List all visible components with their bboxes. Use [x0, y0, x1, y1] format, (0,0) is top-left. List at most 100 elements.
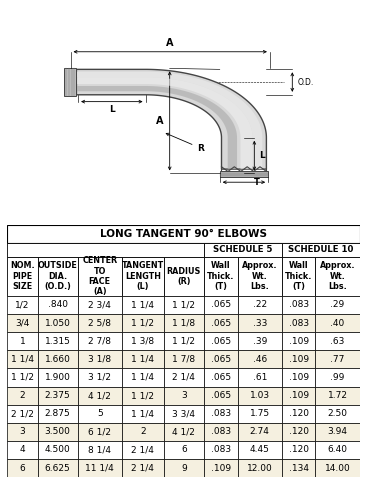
Text: .22: .22 [252, 300, 267, 309]
Text: .77: .77 [330, 355, 345, 364]
Text: .065: .065 [211, 355, 231, 364]
Bar [204, 314, 237, 332]
Text: .083: .083 [288, 300, 309, 309]
Text: 3 1/8: 3 1/8 [88, 355, 111, 364]
Text: .61: .61 [252, 373, 267, 382]
Text: 6.40: 6.40 [328, 445, 348, 455]
Bar [282, 387, 316, 405]
Text: 1 1/2: 1 1/2 [131, 319, 155, 328]
Text: 2 3/4: 2 3/4 [88, 300, 111, 309]
Bar [237, 368, 282, 387]
Bar [78, 332, 122, 350]
Bar [7, 296, 38, 314]
Text: 2 1/4: 2 1/4 [131, 445, 154, 455]
Bar [38, 423, 78, 441]
Bar [164, 350, 204, 368]
Bar [122, 405, 164, 423]
Text: 1 1/4: 1 1/4 [131, 355, 155, 364]
Text: .840: .840 [48, 300, 68, 309]
Text: 2 7/8: 2 7/8 [88, 337, 111, 346]
Text: 1.03: 1.03 [250, 391, 270, 400]
Bar [237, 405, 282, 423]
Text: 1.660: 1.660 [45, 355, 70, 364]
Bar [38, 350, 78, 368]
Polygon shape [76, 86, 237, 169]
Text: 1 7/8: 1 7/8 [172, 355, 196, 364]
Bar [38, 441, 78, 459]
Bar [7, 332, 38, 350]
Bar [237, 387, 282, 405]
Bar [7, 405, 38, 423]
Bar [7, 257, 38, 296]
Text: .065: .065 [211, 391, 231, 400]
Text: SCHEDULE 10: SCHEDULE 10 [288, 245, 353, 254]
Text: 1 1/4: 1 1/4 [131, 300, 155, 309]
Text: .40: .40 [330, 319, 345, 328]
Bar [7, 459, 38, 477]
Text: 3 1/2: 3 1/2 [88, 373, 111, 382]
Bar [7, 225, 360, 243]
Bar [122, 314, 164, 332]
Bar [122, 368, 164, 387]
Text: L: L [109, 105, 115, 114]
Text: 3.94: 3.94 [328, 428, 348, 436]
Text: 5: 5 [97, 409, 103, 418]
Bar [164, 387, 204, 405]
Text: .065: .065 [211, 373, 231, 382]
Bar [78, 368, 122, 387]
Bar [237, 441, 282, 459]
Bar [237, 350, 282, 368]
Bar [164, 257, 204, 296]
Text: 3 3/4: 3 3/4 [172, 409, 195, 418]
Bar [164, 332, 204, 350]
Bar [122, 459, 164, 477]
Text: 1.900: 1.900 [45, 373, 70, 382]
Bar [78, 405, 122, 423]
Bar [237, 459, 282, 477]
Bar [164, 459, 204, 477]
Text: 1 1/2: 1 1/2 [11, 373, 34, 382]
Bar [282, 405, 316, 423]
Text: 6: 6 [19, 464, 25, 473]
Bar [7, 441, 38, 459]
Text: .109: .109 [288, 337, 309, 346]
Text: 4 1/2: 4 1/2 [88, 391, 111, 400]
Bar [237, 332, 282, 350]
Bar [78, 423, 122, 441]
Text: 12.00: 12.00 [247, 464, 273, 473]
Bar [316, 423, 360, 441]
Text: 1 1/4: 1 1/4 [131, 373, 155, 382]
Text: .109: .109 [288, 391, 309, 400]
Text: 1 1/4: 1 1/4 [11, 355, 34, 364]
Text: 2 1/4: 2 1/4 [131, 464, 154, 473]
Bar [316, 314, 360, 332]
Polygon shape [76, 72, 262, 169]
Bar [122, 332, 164, 350]
Text: A: A [167, 38, 174, 48]
Bar [164, 296, 204, 314]
Bar [164, 423, 204, 441]
Text: .083: .083 [211, 445, 231, 455]
Bar [220, 172, 268, 177]
Bar [282, 314, 316, 332]
Bar [38, 368, 78, 387]
Bar [316, 350, 360, 368]
Bar [122, 296, 164, 314]
Bar [282, 257, 316, 296]
Bar [282, 332, 316, 350]
Text: 3.500: 3.500 [45, 428, 70, 436]
Bar [78, 459, 122, 477]
Text: 1: 1 [19, 337, 25, 346]
Text: 14.00: 14.00 [325, 464, 350, 473]
Text: O.D.: O.D. [298, 78, 314, 87]
Text: 1.050: 1.050 [45, 319, 70, 328]
Text: .134: .134 [288, 464, 309, 473]
Bar [204, 459, 237, 477]
Bar [237, 257, 282, 296]
Bar [122, 350, 164, 368]
Text: 3: 3 [19, 428, 25, 436]
Bar [204, 368, 237, 387]
Bar [204, 405, 237, 423]
Text: .63: .63 [330, 337, 345, 346]
Bar [164, 314, 204, 332]
